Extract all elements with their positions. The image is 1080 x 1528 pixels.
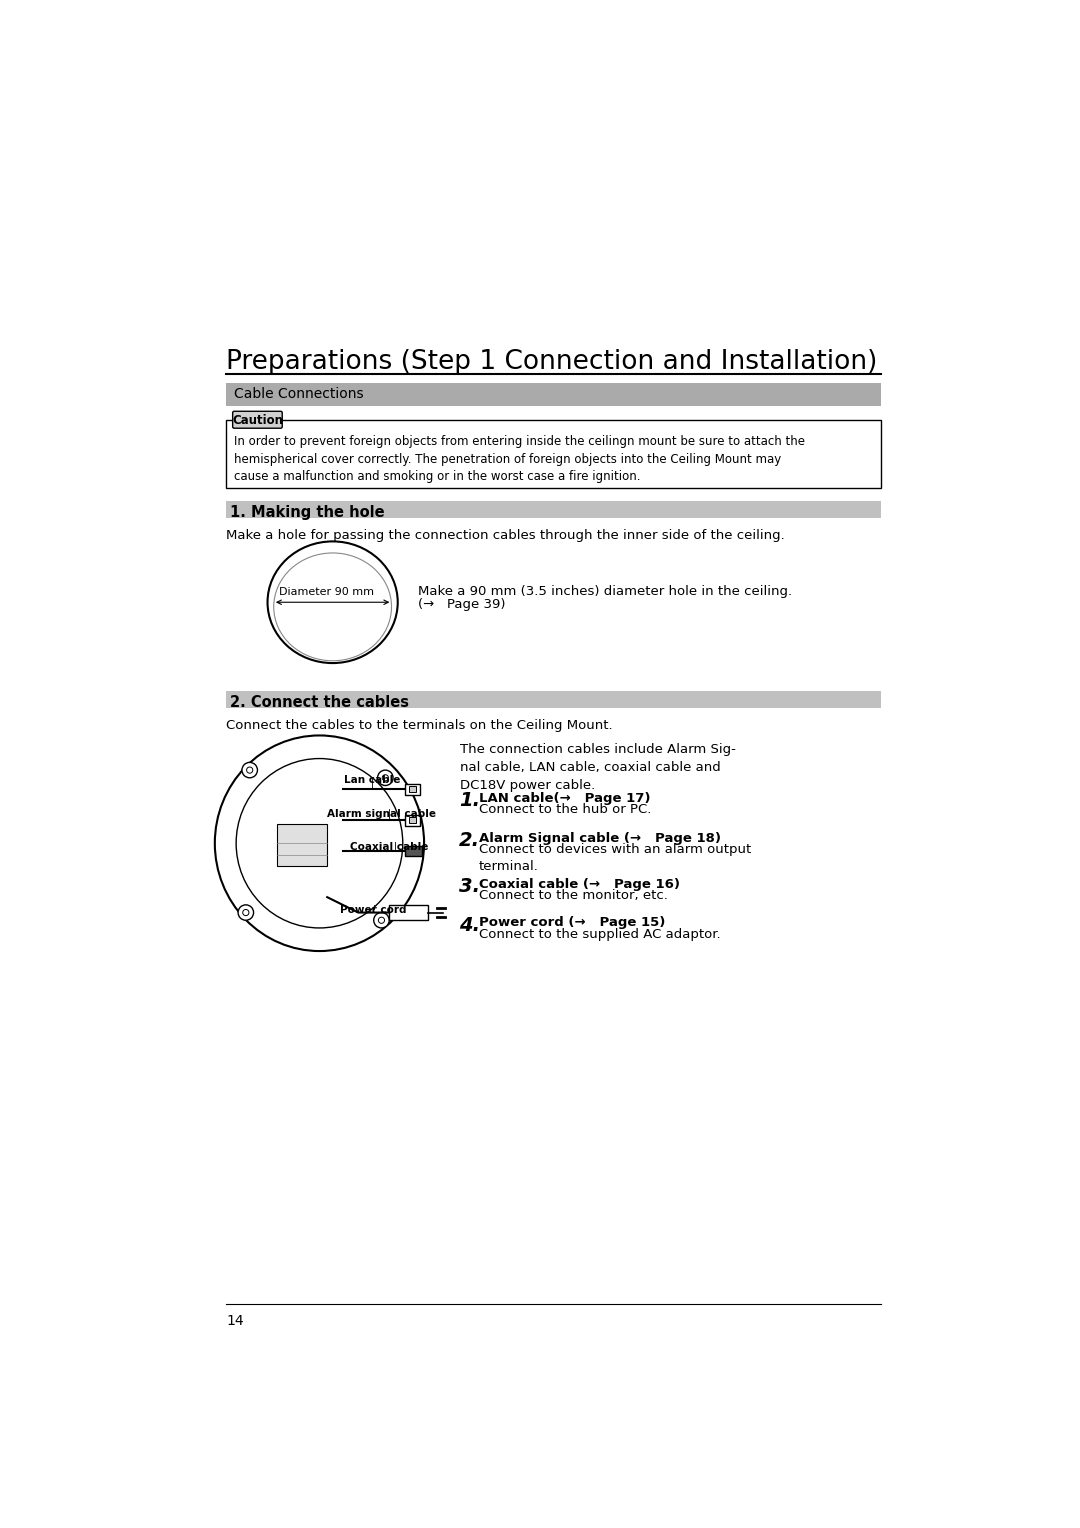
Text: Connect to the hub or PC.: Connect to the hub or PC. (480, 804, 651, 816)
Ellipse shape (273, 553, 392, 660)
Circle shape (243, 909, 248, 915)
Bar (408, 817, 416, 824)
Ellipse shape (268, 541, 397, 663)
Bar (405, 784, 420, 795)
Text: Make a 90 mm (3.5 inches) diameter hole in the ceiling.: Make a 90 mm (3.5 inches) diameter hole … (418, 585, 792, 597)
Text: 14: 14 (227, 1314, 244, 1328)
Text: 4.: 4. (459, 915, 480, 935)
Text: Power cord: Power cord (340, 905, 407, 915)
Text: Connect the cables to the terminals on the Ceiling Mount.: Connect the cables to the terminals on t… (227, 718, 613, 732)
Text: 1.: 1. (459, 792, 480, 810)
Bar (227, 384, 880, 406)
Text: Cable Connections: Cable Connections (234, 388, 364, 402)
Text: Power cord (→   Page 15): Power cord (→ Page 15) (480, 917, 665, 929)
Bar (405, 814, 420, 825)
Text: Alarm signal cable: Alarm signal cable (327, 808, 436, 819)
Text: 2.: 2. (459, 831, 480, 850)
Bar (405, 845, 422, 856)
Bar (227, 420, 880, 487)
Circle shape (246, 767, 253, 773)
Text: Coaxial cable: Coaxial cable (350, 842, 429, 851)
Text: 3.: 3. (459, 877, 480, 895)
Bar (227, 691, 880, 707)
Bar (408, 787, 416, 793)
Text: In order to prevent foreign objects from entering inside the ceilingn mount be s: In order to prevent foreign objects from… (234, 435, 806, 483)
Bar (389, 905, 428, 920)
Text: Preparations (Step 1 Connection and Installation): Preparations (Step 1 Connection and Inst… (227, 348, 878, 374)
Text: Connect to devices with an alarm output
terminal.: Connect to devices with an alarm output … (480, 843, 752, 872)
Bar (227, 501, 880, 518)
Text: Lan cable: Lan cable (343, 776, 401, 785)
Circle shape (242, 762, 257, 778)
Text: Diameter 90 mm: Diameter 90 mm (279, 587, 374, 597)
Ellipse shape (215, 735, 424, 950)
Circle shape (378, 770, 393, 785)
Circle shape (374, 912, 389, 927)
Text: Connect to the supplied AC adaptor.: Connect to the supplied AC adaptor. (480, 927, 720, 941)
Bar (276, 824, 327, 866)
Text: Coaxial cable (→   Page 16): Coaxial cable (→ Page 16) (480, 879, 680, 891)
Circle shape (378, 917, 384, 923)
Text: LAN cable(→   Page 17): LAN cable(→ Page 17) (480, 792, 650, 805)
Text: Make a hole for passing the connection cables through the inner side of the ceil: Make a hole for passing the connection c… (227, 529, 785, 542)
FancyBboxPatch shape (232, 411, 282, 428)
Text: (→   Page 39): (→ Page 39) (418, 599, 505, 611)
Circle shape (382, 775, 389, 781)
Ellipse shape (237, 758, 403, 927)
Text: The connection cables include Alarm Sig-
nal cable, LAN cable, coaxial cable and: The connection cables include Alarm Sig-… (460, 743, 737, 792)
Text: Alarm Signal cable (→   Page 18): Alarm Signal cable (→ Page 18) (480, 831, 721, 845)
Circle shape (238, 905, 254, 920)
Text: Connect to the monitor, etc.: Connect to the monitor, etc. (480, 889, 667, 903)
Text: 2. Connect the cables: 2. Connect the cables (230, 695, 408, 709)
Text: 1. Making the hole: 1. Making the hole (230, 506, 384, 520)
Text: Caution: Caution (232, 414, 283, 428)
